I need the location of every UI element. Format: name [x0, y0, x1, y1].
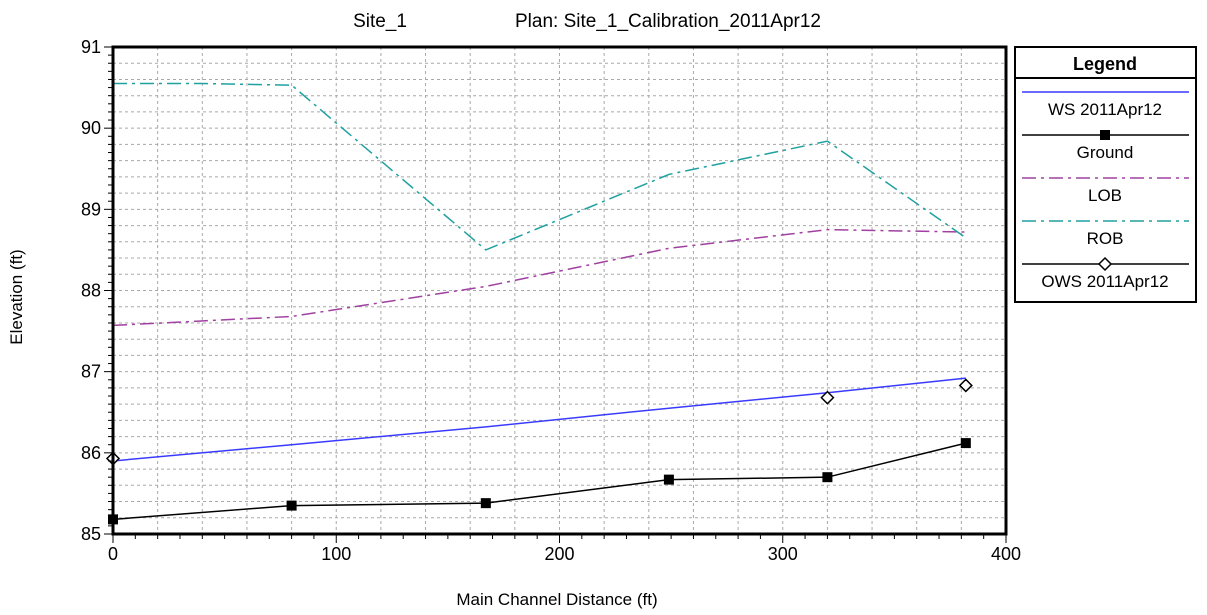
series-lob — [112, 228, 966, 327]
legend-label: Ground — [1077, 143, 1134, 162]
x-tick-label: 300 — [768, 544, 798, 564]
ground-point-marker — [1100, 130, 1110, 140]
ows-point-marker — [958, 378, 973, 393]
chart-title-site: Site_1 — [353, 11, 407, 32]
ows-point-marker — [1097, 256, 1113, 272]
y-tick-label: 91 — [81, 37, 101, 57]
tick-labels: 0 100 200 300 400 85 86 87 88 89 90 91 — [81, 37, 1021, 564]
ground-point-marker — [960, 438, 971, 449]
x-tick-label: 0 — [108, 544, 118, 564]
legend-title: Legend — [1073, 54, 1137, 74]
chart-title-plan: Plan: Site_1_Calibration_2011Apr12 — [515, 11, 821, 32]
series-ows-2011apr12 — [105, 378, 973, 466]
legend: Legend WS 2011Apr12 Ground LOB ROB OWS 2011A… — [1014, 46, 1197, 303]
series-line — [112, 377, 966, 462]
legend-items: WS 2011Apr12 Ground LOB ROB OWS 2011Apr12 — [1022, 91, 1189, 291]
series-ws-2011apr12 — [112, 377, 966, 462]
legend-label: WS 2011Apr12 — [1048, 100, 1162, 119]
x-tick-label: 100 — [321, 544, 351, 564]
grid — [113, 47, 1006, 534]
y-tick-label: 85 — [81, 524, 101, 544]
y-tick-label: 86 — [81, 443, 101, 463]
x-tick-label: 400 — [991, 544, 1021, 564]
series-line — [112, 442, 966, 521]
legend-label: ROB — [1087, 229, 1124, 248]
x-tick-label: 200 — [544, 544, 574, 564]
legend-label: LOB — [1088, 186, 1122, 205]
series-rob — [113, 82, 967, 251]
ground-point-marker — [480, 498, 491, 509]
y-tick-label: 87 — [81, 362, 101, 382]
x-axis-label: Main Channel Distance (ft) — [456, 590, 657, 609]
tick-marks — [104, 46, 1007, 543]
series-line — [112, 228, 966, 327]
y-axis-label: Elevation (ft) — [7, 249, 26, 344]
legend-label: OWS 2011Apr12 — [1041, 272, 1168, 291]
y-tick-label: 88 — [81, 281, 101, 301]
ows-point-marker — [820, 390, 835, 405]
ground-point-marker — [822, 472, 833, 483]
series-line — [113, 82, 967, 251]
ground-point-marker — [286, 500, 297, 511]
ground-point-marker — [663, 474, 674, 485]
y-tick-label: 90 — [81, 118, 101, 138]
y-tick-label: 89 — [81, 199, 101, 219]
